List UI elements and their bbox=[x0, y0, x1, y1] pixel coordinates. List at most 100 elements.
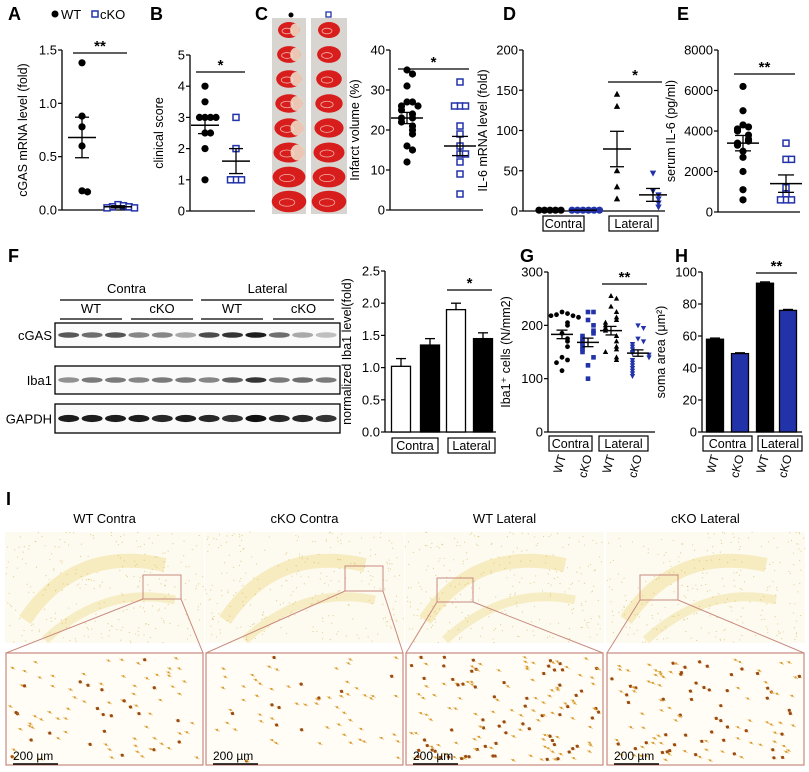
stain-dot bbox=[434, 611, 436, 613]
brain-slice-detail bbox=[321, 27, 333, 35]
stain-dot bbox=[136, 563, 138, 565]
stain-dot bbox=[438, 560, 440, 562]
zoom-connector-line bbox=[180, 598, 204, 654]
stain-dot bbox=[681, 584, 683, 586]
stain-dot bbox=[140, 545, 142, 548]
stain-dot bbox=[537, 543, 539, 545]
stain-dot bbox=[311, 597, 313, 600]
stain-dot bbox=[290, 613, 292, 615]
stain-dot bbox=[595, 542, 597, 544]
stain-dot bbox=[149, 572, 152, 574]
stain-dot bbox=[54, 612, 57, 614]
stain-dot bbox=[53, 569, 55, 571]
data-point bbox=[232, 113, 240, 122]
stain-dot bbox=[21, 635, 23, 637]
x-tick-label: WT bbox=[551, 453, 570, 475]
stain-dot bbox=[243, 547, 245, 550]
microglia-cell bbox=[393, 733, 396, 736]
microglia-cell bbox=[69, 688, 72, 691]
stain-dot bbox=[741, 561, 743, 563]
stain-dot bbox=[110, 534, 113, 537]
microglia-cell bbox=[371, 694, 375, 698]
stain-dot bbox=[593, 585, 595, 587]
stain-dot bbox=[62, 583, 64, 585]
stain-dot bbox=[673, 591, 675, 593]
microglia-cell bbox=[11, 666, 14, 669]
bar bbox=[778, 309, 798, 433]
microglia-cell bbox=[471, 665, 474, 668]
stain-dot bbox=[235, 592, 237, 594]
stain-dot bbox=[441, 544, 444, 546]
stain-dot bbox=[802, 537, 805, 539]
microglia-cell bbox=[40, 718, 43, 721]
microglia-cell bbox=[380, 736, 383, 740]
stain-dot bbox=[475, 543, 478, 545]
x-tick-label: WT bbox=[754, 453, 773, 475]
microglia-cell bbox=[178, 732, 181, 735]
stain-dot bbox=[409, 606, 412, 608]
stain-dot bbox=[479, 635, 482, 637]
microglia-cell bbox=[133, 737, 136, 740]
stain-dot bbox=[183, 540, 185, 542]
stain-dot bbox=[719, 639, 722, 642]
stain-dot bbox=[469, 533, 471, 536]
microglia-cell bbox=[438, 755, 442, 760]
microglia-cell bbox=[628, 684, 633, 688]
microglia-cell bbox=[34, 660, 37, 664]
stain-dot bbox=[99, 607, 101, 609]
data-point bbox=[456, 190, 464, 198]
blot-band bbox=[268, 332, 290, 338]
stain-dot bbox=[42, 594, 44, 596]
stain-dot bbox=[706, 572, 708, 574]
microglia-cell bbox=[567, 750, 571, 754]
data-point bbox=[613, 354, 620, 360]
stain-dot bbox=[729, 605, 731, 608]
microglia-cell bbox=[394, 694, 398, 698]
stain-dot bbox=[691, 544, 694, 546]
x-tick-label: cKO bbox=[575, 453, 595, 479]
stain-dot bbox=[296, 539, 298, 542]
microglia-cell bbox=[794, 676, 797, 679]
stain-dot bbox=[134, 560, 136, 562]
microglia-cell bbox=[447, 755, 451, 759]
microglia-cell bbox=[770, 723, 773, 726]
stain-dot bbox=[335, 597, 338, 599]
data-point bbox=[565, 357, 570, 363]
stain-dot bbox=[532, 630, 534, 632]
stain-dot bbox=[162, 552, 164, 554]
stain-dot bbox=[473, 535, 476, 537]
stain-dot bbox=[797, 543, 799, 545]
stain-dot bbox=[723, 639, 725, 641]
stain-dot bbox=[239, 580, 241, 582]
stain-dot bbox=[714, 636, 717, 638]
stain-dot bbox=[298, 553, 301, 555]
stain-dot bbox=[59, 572, 62, 574]
stain-dot bbox=[359, 552, 361, 554]
zoom-region-box bbox=[344, 565, 384, 592]
stain-dot bbox=[645, 580, 647, 583]
microglia-cell bbox=[668, 752, 671, 756]
stain-dot bbox=[90, 533, 92, 536]
microglia-cell bbox=[492, 710, 495, 713]
stain-dot bbox=[730, 541, 732, 543]
stain-dot bbox=[139, 606, 141, 608]
blot-band bbox=[105, 332, 126, 338]
stain-dot bbox=[477, 544, 479, 547]
microglia-cell bbox=[652, 741, 655, 744]
microglia-cell bbox=[780, 732, 784, 736]
stain-dot bbox=[534, 606, 536, 608]
scale-bar-label: 200 µm bbox=[614, 749, 654, 763]
microglia-cell bbox=[326, 726, 329, 729]
microglia-cell bbox=[346, 680, 349, 683]
data-point bbox=[613, 195, 621, 202]
microglia-cell bbox=[654, 669, 658, 672]
stain-dot bbox=[438, 598, 441, 600]
microglia-cell bbox=[416, 754, 420, 759]
stain-dot bbox=[108, 635, 110, 637]
microglia-cell bbox=[572, 757, 575, 760]
legend-label: cKO bbox=[100, 7, 125, 22]
stain-dot bbox=[242, 601, 244, 603]
stain-dot bbox=[96, 571, 98, 574]
microglia-cell bbox=[491, 754, 495, 758]
